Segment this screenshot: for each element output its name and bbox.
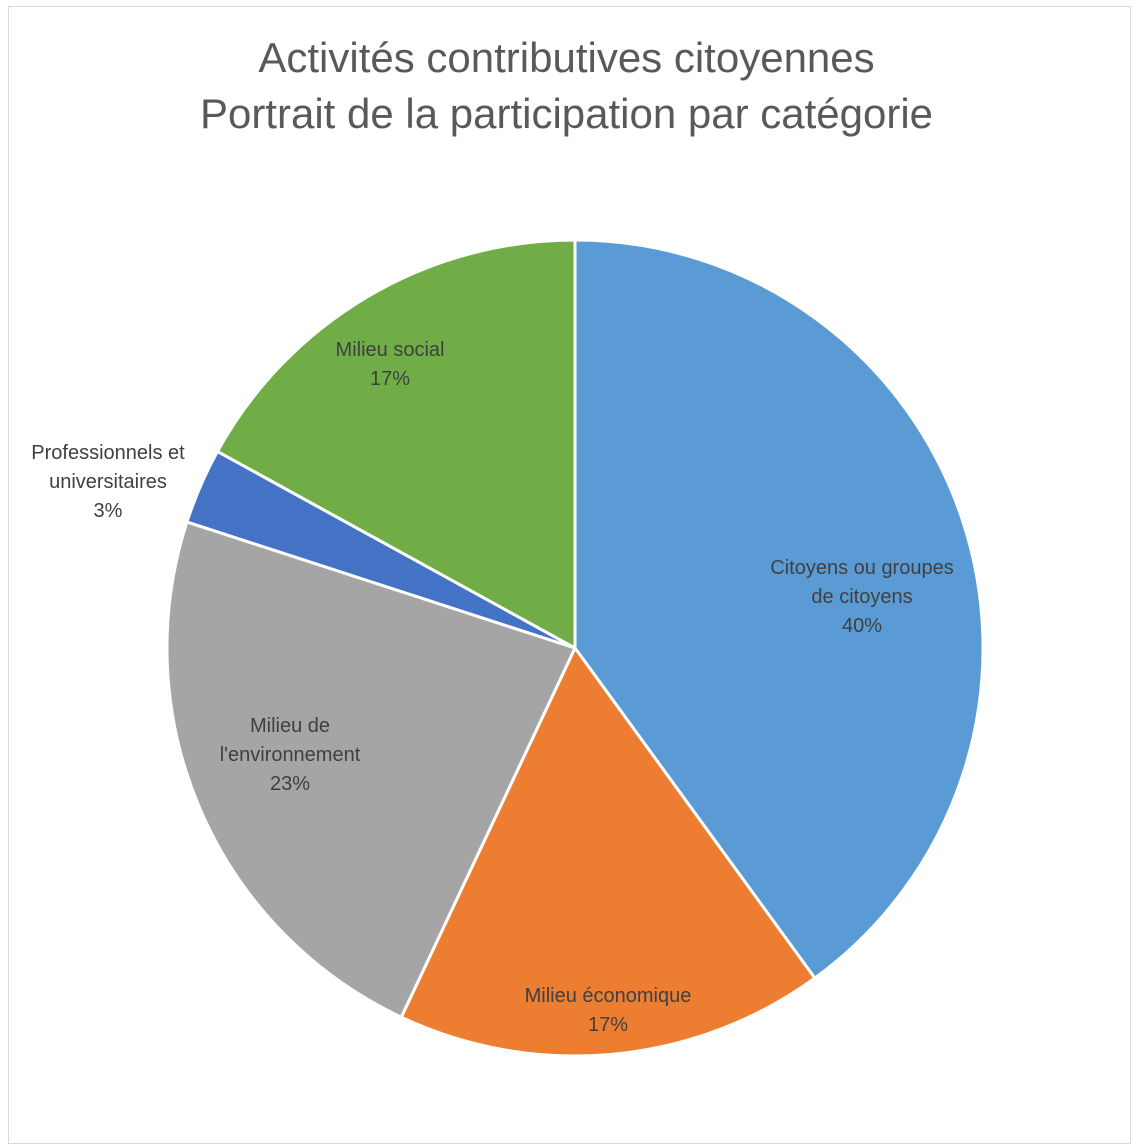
slice-category-label: universitaires — [49, 471, 167, 493]
slice-category-label: Milieu social — [336, 339, 445, 361]
slice-category-label: Professionnels et — [31, 442, 185, 464]
pie-slice — [399, 646, 817, 1058]
pie-labels: Citoyens ou groupes de citoyens 40% Milieu … — [31, 339, 953, 1036]
slice-category-label: de citoyens — [811, 586, 912, 608]
slice-label: Milieu économique 17% — [525, 985, 692, 1036]
slice-category-label: Milieu de — [250, 715, 330, 737]
chart-title: Activités contributives citoyennes — [258, 34, 875, 81]
pie-slices — [165, 238, 985, 1058]
pie-slice — [165, 520, 577, 1019]
slice-category-label: Citoyens ou groupes — [770, 557, 953, 579]
slice-category-label: l'environnement — [220, 744, 361, 766]
slice-label: Milieu de l'environnement 23% — [220, 715, 361, 795]
chart-subtitle: Portrait de la participation par catégor… — [199, 90, 934, 137]
slice-label: Milieu social 17% — [336, 339, 445, 390]
slice-value-label: 23% — [270, 773, 310, 795]
slice-value-label: 17% — [588, 1014, 628, 1036]
slice-label: Citoyens ou groupes de citoyens 40% — [770, 557, 953, 637]
pie-slice — [215, 238, 577, 650]
slice-category-label: Milieu économique — [525, 985, 692, 1007]
slice-value-label: 3% — [94, 500, 123, 522]
slice-value-label: 40% — [842, 615, 882, 637]
slice-value-label: 17% — [370, 368, 410, 390]
pie-slice — [573, 238, 985, 980]
slice-label: Professionnels et universitaires 3% — [31, 442, 185, 522]
